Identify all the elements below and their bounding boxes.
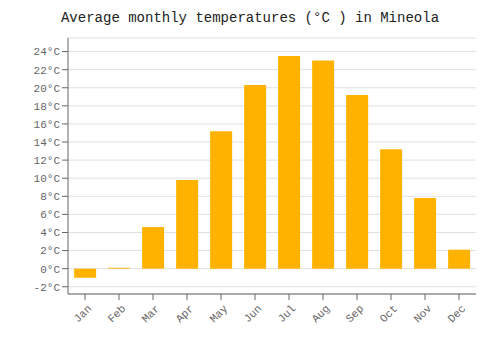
svg-text:24°C: 24°C: [34, 46, 61, 58]
svg-text:Oct: Oct: [378, 303, 400, 325]
html-text:Average monthly temperatures (: Average monthly temperatures (°C ) in Mi…: [61, 10, 439, 26]
svg-text:12°C: 12°C: [34, 155, 61, 167]
svg-text:-2°C: -2°C: [34, 282, 61, 294]
svg-text:10°C: 10°C: [34, 173, 61, 185]
svg-text:Apr: Apr: [174, 303, 196, 325]
svg-text:Jul: Jul: [276, 303, 298, 325]
svg-text:4°C: 4°C: [40, 227, 60, 239]
svg-text:Jan: Jan: [72, 303, 94, 325]
svg-text:Mar: Mar: [140, 303, 162, 325]
svg-text:2°C: 2°C: [40, 245, 60, 257]
svg-text:6°C: 6°C: [40, 209, 60, 221]
svg-text:0°C: 0°C: [40, 264, 60, 276]
svg-text:Feb: Feb: [106, 303, 128, 325]
svg-text:20°C: 20°C: [34, 83, 61, 95]
svg-text:16°C: 16°C: [34, 119, 61, 131]
svg-text:Dec: Dec: [446, 303, 468, 325]
svg-text:14°C: 14°C: [34, 137, 61, 149]
svg-text:18°C: 18°C: [34, 101, 61, 113]
svg-text:May: May: [208, 302, 231, 325]
svg-text:8°C: 8°C: [40, 191, 60, 203]
svg-text:22°C: 22°C: [34, 65, 61, 77]
svg-text:Aug: Aug: [310, 303, 332, 325]
svg-text:Nov: Nov: [412, 302, 435, 325]
svg-text:Jun: Jun: [242, 303, 264, 325]
svg-text:Sep: Sep: [344, 303, 366, 325]
